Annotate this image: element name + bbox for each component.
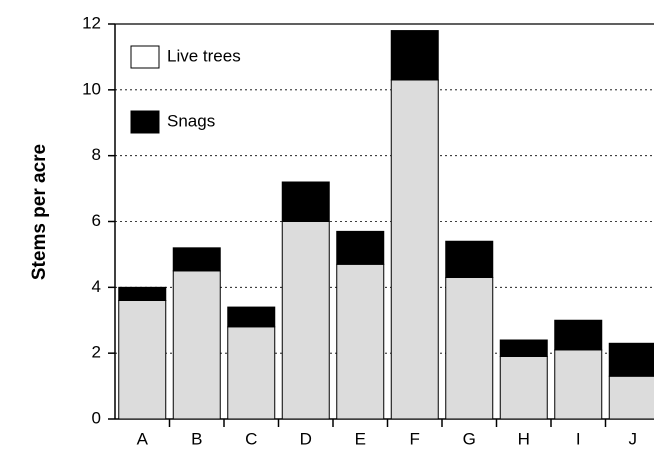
x-tick-label: C: [245, 429, 257, 448]
bar-segment: [118, 286, 167, 302]
legend-label: Live trees: [167, 46, 241, 65]
bar-segment: [499, 339, 548, 357]
x-tick-label: J: [629, 429, 638, 448]
bar-segment: [445, 276, 494, 420]
bar-segment: [554, 349, 603, 420]
y-tick-label: 6: [92, 211, 101, 230]
x-tick-label: F: [410, 429, 420, 448]
y-tick-label: 4: [92, 277, 101, 296]
bar-segment: [281, 221, 330, 420]
bar-segment: [281, 181, 330, 222]
bar-segment: [390, 79, 439, 420]
bar-segment: [608, 375, 654, 420]
y-tick-label: 10: [82, 79, 101, 98]
legend-swatch: [130, 45, 160, 69]
x-tick-label: G: [463, 429, 476, 448]
bar-segment: [390, 30, 439, 81]
x-tick-label: I: [576, 429, 581, 448]
bar-segment: [608, 342, 654, 377]
x-tick-label: A: [137, 429, 149, 448]
y-tick-label: 0: [92, 408, 101, 427]
y-axis-label: Stems per acre: [29, 144, 50, 280]
x-tick-label: E: [355, 429, 366, 448]
bar-segment: [499, 355, 548, 420]
bar-segment: [336, 230, 385, 265]
bar-segment: [445, 240, 494, 278]
bar-segment: [172, 247, 221, 272]
bar-segment: [118, 300, 167, 420]
legend-swatch: [130, 110, 160, 134]
x-tick-label: B: [191, 429, 202, 448]
y-tick-label: 8: [92, 145, 101, 164]
y-tick-label: 2: [92, 343, 101, 362]
x-tick-label: H: [518, 429, 530, 448]
bar-segment: [227, 326, 276, 420]
bar-segment: [227, 306, 276, 328]
bar-segment: [554, 319, 603, 351]
bar-segment: [336, 263, 385, 420]
x-tick-label: D: [300, 429, 312, 448]
bar-segment: [172, 270, 221, 420]
legend-label: Snags: [167, 111, 215, 130]
y-tick-label: 12: [82, 13, 101, 32]
